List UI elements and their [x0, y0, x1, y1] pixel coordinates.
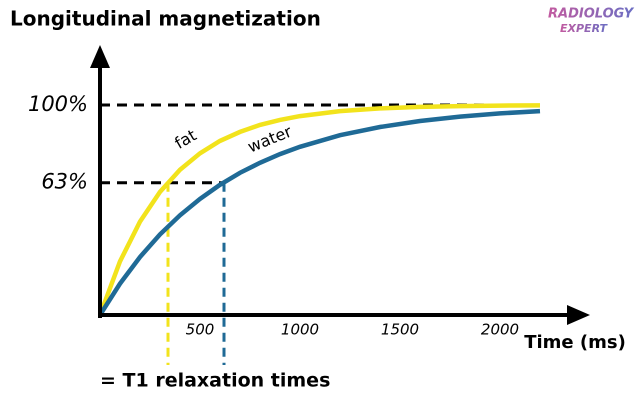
x-tick-label: 1500 — [381, 321, 419, 339]
chart-title: Longitudinal magnetization — [10, 7, 321, 31]
x-arrow — [567, 305, 590, 325]
curve — [98, 108, 541, 317]
x-tick-label: 2000 — [481, 321, 519, 339]
y-tick-label: 100% — [28, 92, 88, 116]
logo: EXPERT — [560, 22, 609, 35]
x-tick-label: 1000 — [281, 321, 319, 339]
footnote: = T1 relaxation times — [100, 370, 330, 392]
logo: RADIOLOGY — [548, 7, 635, 22]
x-axis-label: Time (ms) — [524, 332, 626, 353]
axes — [90, 45, 590, 325]
y-arrow — [90, 45, 110, 68]
series-label: fat — [171, 125, 199, 152]
y-tick-label: 63% — [41, 170, 88, 194]
curve — [97, 103, 541, 316]
x-tick-label: 500 — [186, 321, 215, 339]
